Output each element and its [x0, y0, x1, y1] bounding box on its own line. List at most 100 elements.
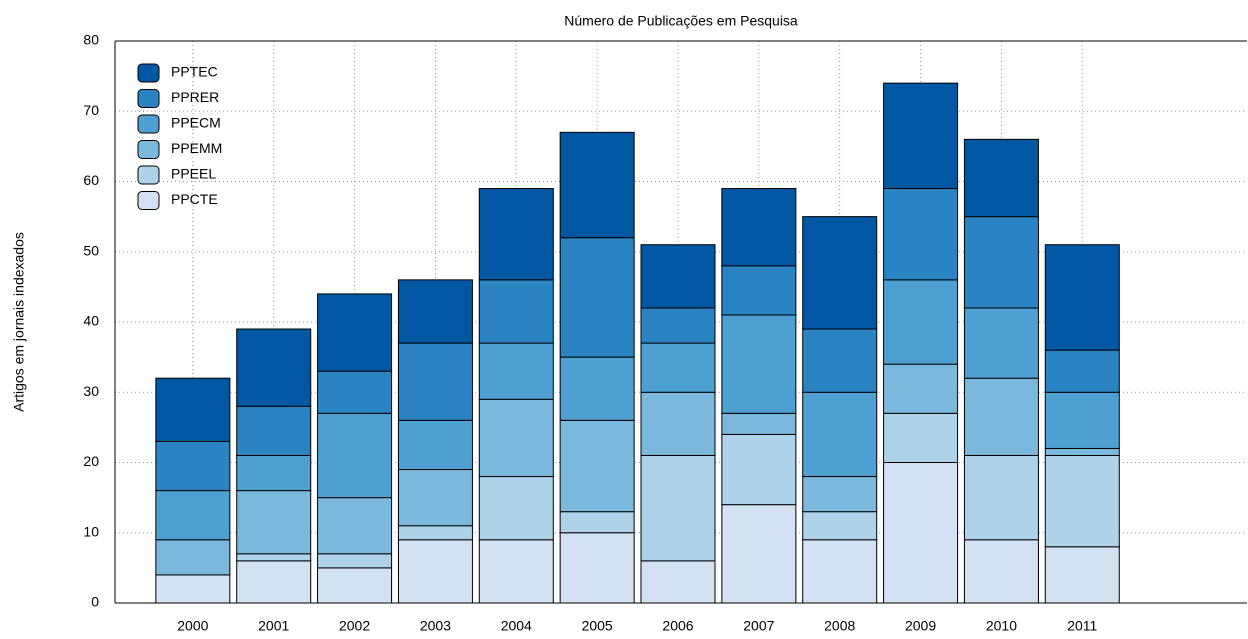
legend-label: PPTEC: [171, 64, 218, 80]
bar-segment: [397, 525, 473, 541]
bar-segment: [721, 265, 797, 316]
bar-segment: [478, 279, 554, 344]
chart-title: Número de Publicações em Pesquisa: [564, 13, 798, 29]
legend-marker: [137, 89, 160, 108]
bar-segment: [963, 138, 1039, 218]
legend-label: PPEMM: [171, 140, 222, 156]
bar-segment: [317, 567, 393, 604]
bar-segment: [640, 342, 716, 393]
x-tick-label: 2009: [905, 618, 936, 634]
bar-segment: [963, 377, 1039, 456]
bar-segment: [721, 504, 797, 604]
x-tick-label: 2008: [824, 618, 855, 634]
bar-segment: [236, 405, 312, 456]
bar-segment: [721, 314, 797, 414]
bar-segment: [397, 342, 473, 421]
bar-segment: [236, 454, 312, 492]
bar-segment: [317, 412, 393, 499]
bar-segment: [802, 328, 878, 393]
legend-marker: [137, 140, 160, 159]
bar-segment: [155, 574, 231, 604]
bar-segment: [883, 462, 959, 604]
bar-segment: [317, 370, 393, 414]
bar-segment: [963, 216, 1039, 309]
y-tick-label: 20: [83, 453, 99, 469]
bar-segment: [155, 490, 231, 541]
bar-segment: [640, 454, 716, 562]
y-tick-label: 80: [83, 32, 99, 48]
bar-segment: [559, 356, 635, 421]
y-tick-label: 30: [83, 383, 99, 399]
bar-segment: [802, 476, 878, 513]
bar-segment: [721, 433, 797, 506]
bar-segment: [317, 497, 393, 555]
bar-segment: [721, 412, 797, 435]
x-tick-label: 2005: [582, 618, 613, 634]
legend-marker: [137, 114, 160, 134]
bar-segment: [478, 342, 554, 400]
x-tick-label: 2000: [177, 618, 208, 634]
bar-segment: [155, 377, 231, 442]
bar-segment: [236, 328, 312, 407]
bar-segment: [1044, 454, 1120, 548]
bar-segment: [640, 560, 716, 604]
x-tick-label: 2006: [662, 618, 693, 634]
bar-segment: [478, 188, 554, 281]
legend-label: PPCTE: [171, 191, 218, 207]
bar-segment: [155, 539, 231, 576]
x-tick-label: 2011: [1067, 618, 1097, 634]
bar-segment: [1044, 546, 1120, 604]
bar-segment: [883, 188, 959, 281]
bar-segment: [236, 553, 312, 562]
bar-segment: [963, 307, 1039, 379]
bar-segment: [559, 131, 635, 239]
bar-segment: [397, 419, 473, 471]
bar-segment: [559, 237, 635, 358]
bar-segment: [559, 511, 635, 534]
bar-segment: [1044, 349, 1120, 393]
x-tick-label: 2003: [420, 618, 451, 634]
y-tick-label: 0: [91, 594, 99, 610]
bar-segment: [802, 216, 878, 330]
bar-segment: [963, 539, 1039, 604]
y-tick-label: 10: [83, 523, 99, 539]
bar-segment: [883, 82, 959, 190]
legend-label: PPECM: [171, 115, 221, 131]
legend-label: PPEEL: [171, 166, 216, 182]
bar-segment: [478, 398, 554, 478]
bar-segment: [963, 454, 1039, 541]
bar-segment: [559, 419, 635, 513]
y-tick-label: 70: [83, 102, 99, 118]
bar-segment: [721, 188, 797, 267]
bar-segment: [397, 279, 473, 344]
legend-marker: [137, 165, 160, 185]
legend-marker: [137, 191, 160, 210]
legend-marker: [137, 63, 160, 83]
x-tick-label: 2010: [986, 618, 1017, 634]
bar-segment: [236, 490, 312, 555]
bar-segment: [559, 532, 635, 604]
bar-segment: [1044, 244, 1120, 351]
x-tick-label: 2002: [339, 618, 370, 634]
bar-segment: [397, 469, 473, 527]
bar-segment: [640, 391, 716, 456]
bar-segment: [236, 560, 312, 604]
legend-label: PPRER: [171, 89, 219, 105]
y-tick-label: 50: [83, 242, 99, 258]
y-tick-label: 60: [83, 172, 99, 188]
bar-segment: [802, 391, 878, 478]
bar-segment: [478, 539, 554, 604]
bar-segment: [1044, 391, 1120, 449]
bar-segment: [397, 539, 473, 604]
bar-segment: [802, 511, 878, 541]
bar-segment: [883, 279, 959, 365]
bar-segment: [478, 476, 554, 541]
bar-segment: [317, 293, 393, 372]
y-tick-label: 40: [83, 313, 99, 329]
bar-segment: [1044, 447, 1120, 456]
bar-segment: [802, 539, 878, 604]
bar-segment: [155, 440, 231, 492]
y-axis-label: Artigos em jornais indexados: [11, 232, 27, 412]
bar-segment: [317, 553, 393, 569]
